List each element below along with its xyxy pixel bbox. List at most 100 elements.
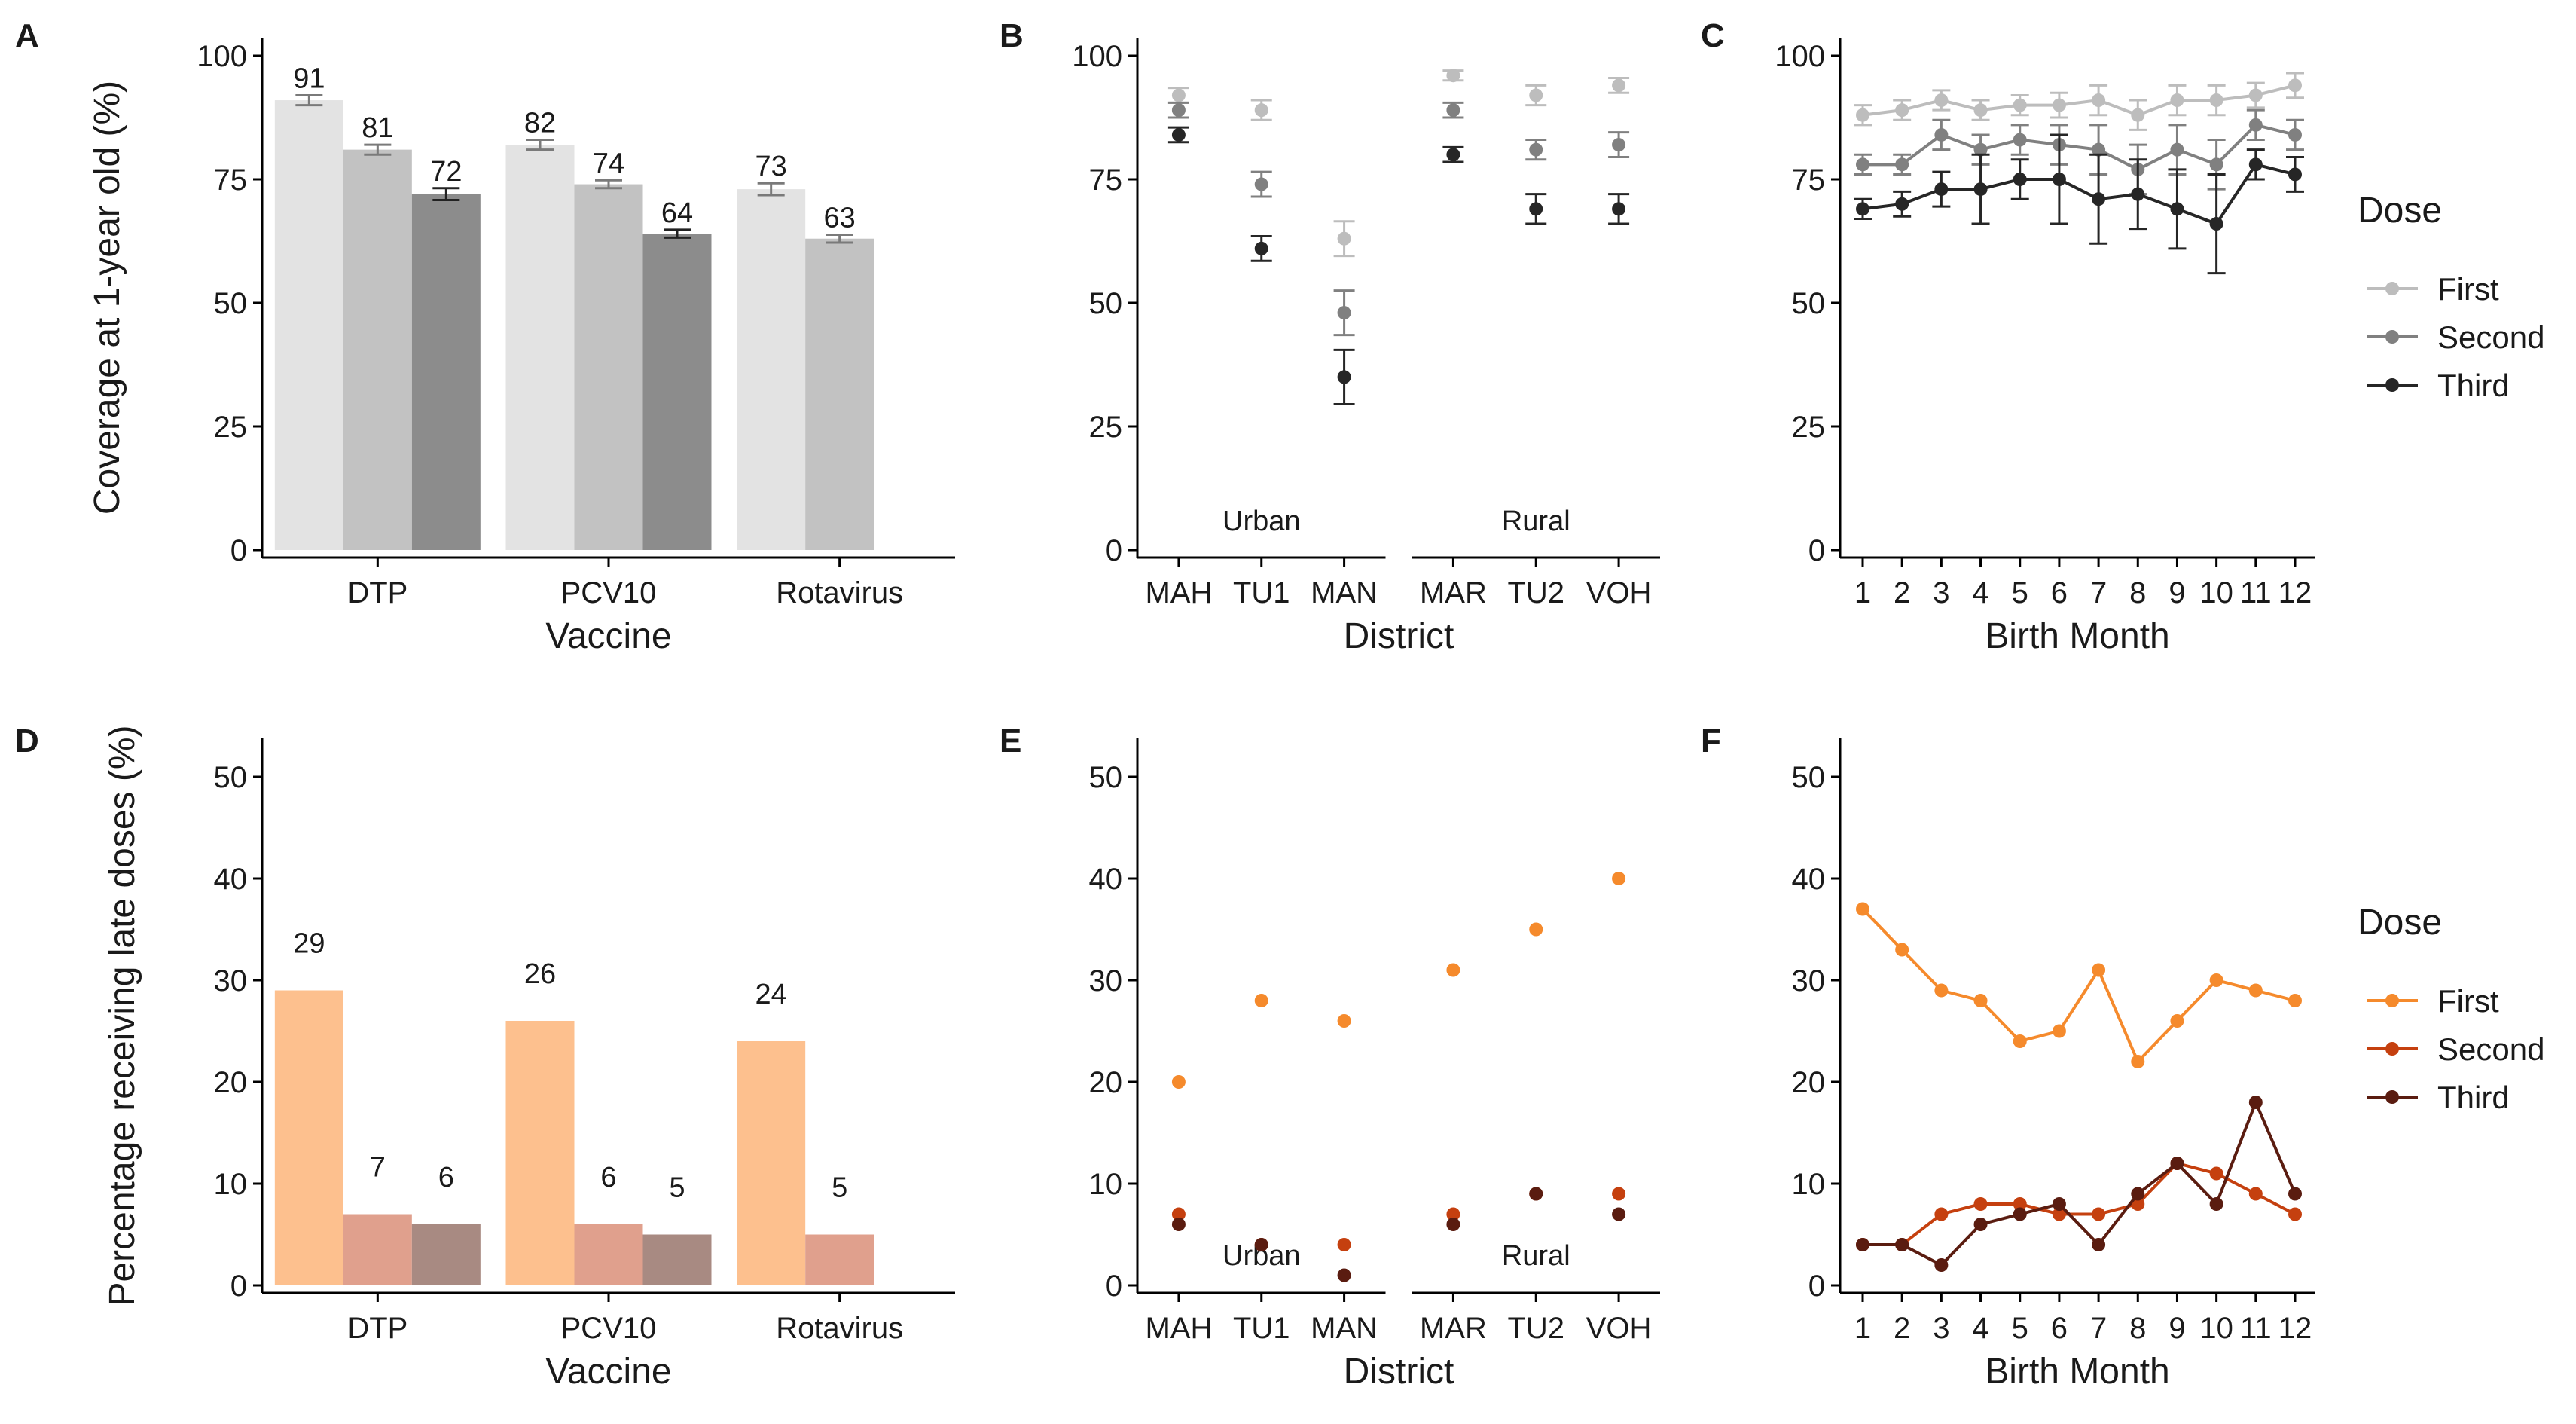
data-point [1856,1238,1869,1251]
y-tick-label: 30 [1089,964,1123,998]
data-point [2013,1197,2027,1211]
x-tick-label: VOH [1586,1312,1652,1345]
data-label: 82 [524,108,556,139]
bar [411,1224,481,1285]
y-tick-label: 50 [214,761,248,794]
bar [274,990,343,1285]
data-point [2248,983,2263,998]
x-tick-label: 3 [1933,1312,1949,1345]
data-point [1612,78,1626,93]
data-point [2170,202,2184,216]
data-point [1446,963,1460,977]
data-point [1895,157,1909,172]
y-axis-title: Coverage at 1-year old (%) [87,81,127,515]
data-point [2131,108,2145,122]
x-tick-label: 7 [2090,576,2107,610]
y-tick-label: 25 [214,411,248,444]
bar [805,238,874,550]
data-point [2131,1187,2145,1201]
data-point [2209,157,2223,172]
data-point [2092,142,2106,157]
data-point [2248,88,2263,102]
data-point [1337,231,1351,246]
data-point [1934,127,1949,142]
x-tick-label: TU1 [1233,576,1290,610]
x-tick-label: Rotavirus [776,576,903,610]
x-axis-title: Vaccine [545,1352,671,1392]
data-point [1171,103,1186,118]
y-tick-label: 75 [1089,163,1123,197]
bar [343,149,412,550]
x-tick-label: 9 [2169,1312,2185,1345]
data-point [1254,1238,1268,1251]
legend-title: Dose [2358,191,2442,231]
legend-label: Second [2437,1031,2544,1067]
x-tick-label: TU2 [1507,576,1564,610]
y-tick-label: 100 [1775,40,1825,73]
y-tick-label: 75 [214,163,248,197]
data-point [1171,1207,1186,1221]
data-point [1934,983,1949,998]
data-point [1856,202,1869,216]
x-tick-label: 10 [2199,1312,2233,1345]
y-tick-label: 20 [214,1066,248,1099]
data-point [1612,1187,1626,1201]
bar [574,1224,643,1285]
data-point [2052,1197,2066,1211]
data-point [2052,1024,2066,1038]
series-line [1863,1098,2297,1267]
panel-letter: D [15,723,39,759]
group-label: Urban [1222,506,1301,537]
data-point [1973,142,1988,157]
data-point [1337,1268,1351,1282]
x-tick-label: MAH [1145,1312,1212,1345]
data-point [2288,1187,2302,1201]
x-tick-label: 6 [2051,576,2068,610]
data-point [1254,177,1268,191]
data-point [2288,78,2302,93]
data-point [1973,1218,1988,1231]
legend-label: Third [2437,1080,2510,1115]
bar [737,1041,806,1285]
series-line [1861,908,2296,1065]
bar [737,189,806,550]
bar [274,100,343,551]
x-tick-label: 12 [2278,576,2312,610]
legend-label: First [2437,271,2499,307]
data-point [1446,103,1460,118]
data-label: 91 [293,63,325,94]
data-point [1529,202,1543,216]
series-line [1862,163,2296,226]
data-point [1612,138,1626,152]
y-tick-label: 0 [230,1270,247,1303]
x-tick-label: 10 [2199,576,2233,610]
x-tick-label: 12 [2278,1312,2312,1345]
data-point [1171,1075,1186,1089]
data-label: 24 [755,979,787,1010]
data-point [2170,1014,2184,1028]
data-point [2013,98,2027,112]
data-point [1529,88,1543,102]
y-tick-label: 50 [1792,761,1826,794]
bar [505,1021,575,1285]
x-tick-label: Rotavirus [776,1312,903,1345]
x-tick-label: 2 [1894,576,1910,610]
x-tick-label: 7 [2090,1312,2107,1345]
x-tick-label: TU1 [1233,1312,1290,1345]
data-point [1934,182,1949,197]
data-point [1171,1218,1186,1231]
data-label: 81 [362,112,393,144]
panel-letter: E [1000,723,1021,759]
legend-label: Second [2437,319,2544,355]
y-tick-label: 25 [1089,411,1123,444]
data-point [2013,133,2027,147]
data-point [1612,1207,1626,1221]
x-tick-label: MAR [1420,576,1487,610]
data-point [1973,994,1988,1007]
panel-letter: C [1701,17,1725,54]
x-axis-title: District [1344,1352,1454,1392]
data-label: 63 [824,202,856,234]
y-tick-label: 40 [214,863,248,896]
x-axis-title: Vaccine [545,616,671,656]
data-label: 6 [600,1162,616,1193]
